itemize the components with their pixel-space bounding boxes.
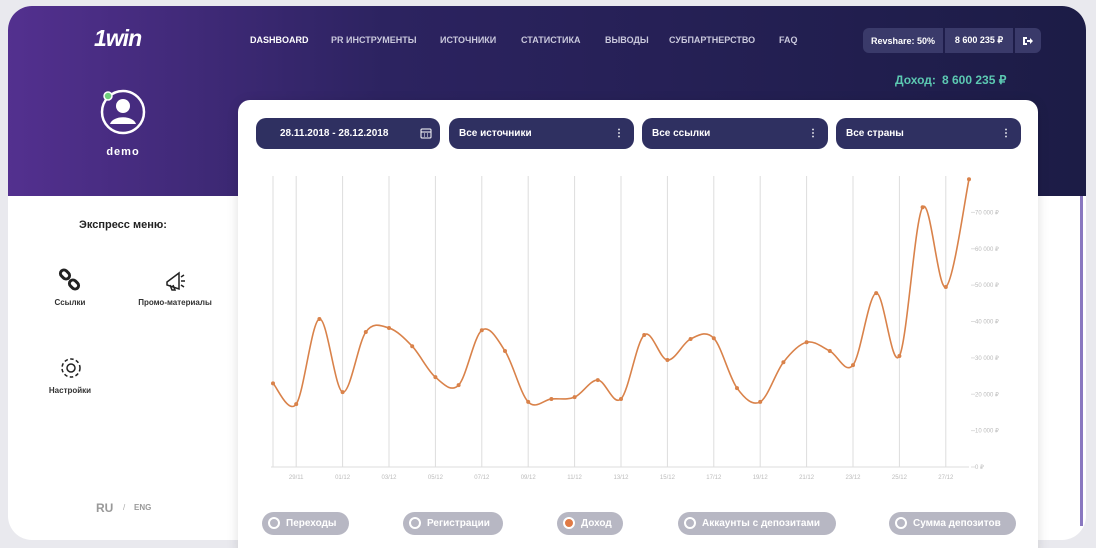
- promo-icon[interactable]: [163, 268, 187, 292]
- point: [688, 336, 693, 341]
- menu-item[interactable]: Ссылки: [54, 298, 86, 307]
- point: [340, 390, 345, 395]
- point: [735, 386, 739, 391]
- toggle[interactable]: Аккаунты с депозитами: [678, 512, 836, 535]
- x-tick-label: 17/12: [706, 475, 722, 481]
- nav-link[interactable]: ВЫВОДЫ: [605, 35, 649, 45]
- logout-button[interactable]: [1015, 28, 1041, 53]
- username: demo: [106, 146, 140, 158]
- calendar-icon: [420, 128, 432, 139]
- avatar[interactable]: [99, 88, 149, 138]
- x-tick-label: 25/12: [892, 475, 908, 481]
- x-tick-label: 05/12: [428, 475, 444, 481]
- y-tick-label: 30 000 ₽: [975, 355, 999, 362]
- point: [549, 396, 554, 401]
- toggle[interactable]: Регистрации: [403, 512, 503, 535]
- date-filter[interactable]: 28.11.2018 - 28.12.2018: [256, 118, 440, 149]
- point: [456, 383, 461, 388]
- filter-text: Все страны: [846, 128, 904, 139]
- point: [920, 205, 925, 210]
- x-tick-label: 11/12: [567, 475, 582, 481]
- revshare: Revshare: 50%: [863, 28, 943, 53]
- filter[interactable]: Все страны ⋮: [836, 118, 1021, 149]
- nav-link[interactable]: СТАТИСТИКА: [521, 35, 581, 45]
- logout-icon: [1023, 36, 1033, 45]
- filter[interactable]: Все источники ⋮: [449, 118, 634, 149]
- filter-text: Все источники: [459, 128, 532, 139]
- y-tick-label: 40 000 ₽: [975, 319, 999, 326]
- point: [595, 378, 600, 383]
- x-tick-label: 15/12: [660, 475, 676, 481]
- lang-active[interactable]: RU: [96, 501, 114, 515]
- nav-link[interactable]: СУБПАРТНЕРСТВО: [669, 35, 756, 45]
- menu-item[interactable]: Промо-материалы: [138, 298, 212, 307]
- x-tick-label: 01/12: [335, 475, 351, 481]
- x-tick-label: 19/12: [753, 475, 769, 481]
- toggle[interactable]: Доход: [557, 512, 623, 535]
- point: [503, 348, 507, 353]
- balance: 8 600 235 ₽: [945, 28, 1013, 53]
- y-tick-label: 70 000 ₽: [975, 209, 999, 216]
- menu-item[interactable]: Настройки: [48, 386, 92, 395]
- nav-link[interactable]: ИСТОЧНИКИ: [440, 35, 497, 45]
- links-icon[interactable]: [58, 268, 82, 292]
- point: [665, 358, 670, 363]
- point: [804, 340, 809, 345]
- filter[interactable]: Все ссылки ⋮: [642, 118, 828, 149]
- point: [827, 348, 832, 353]
- filter-text: 28.11.2018 - 28.12.2018: [280, 128, 389, 139]
- x-tick-label: 21/12: [799, 475, 815, 481]
- income-label: Доход:: [895, 73, 936, 87]
- x-tick-label: 27/12: [938, 475, 954, 481]
- express-menu-title: Экспресс меню:: [79, 219, 167, 231]
- point: [572, 395, 577, 400]
- point: [410, 344, 415, 349]
- y-tick-label: 10 000 ₽: [975, 428, 999, 435]
- point: [387, 326, 391, 331]
- point: [851, 363, 855, 368]
- point: [897, 354, 902, 359]
- point: [479, 328, 484, 333]
- toggle[interactable]: Сумма депозитов: [889, 512, 1016, 535]
- settings-icon[interactable]: [59, 356, 83, 380]
- scrollbar[interactable]: [1080, 196, 1083, 526]
- x-tick-label: 29/11: [289, 475, 304, 481]
- lang-other[interactable]: ENG: [134, 503, 152, 512]
- x-tick-label: 09/12: [521, 475, 537, 481]
- point: [271, 381, 275, 386]
- nav-link[interactable]: DASHBOARD: [250, 35, 309, 45]
- lang-separator: /: [123, 503, 126, 512]
- point: [363, 330, 368, 335]
- point: [943, 284, 948, 289]
- income-value: 8 600 235 ₽: [942, 73, 1007, 87]
- filter-text: Все ссылки: [652, 128, 711, 139]
- point: [619, 396, 623, 401]
- point: [294, 402, 299, 407]
- point: [433, 375, 438, 380]
- point: [874, 291, 879, 296]
- x-tick-label: 03/12: [381, 475, 397, 481]
- point: [781, 360, 786, 365]
- toggle[interactable]: Переходы: [262, 512, 349, 535]
- y-tick-label: 20 000 ₽: [975, 391, 999, 398]
- x-tick-label: 13/12: [613, 475, 629, 481]
- point: [711, 336, 716, 341]
- nav-link[interactable]: FAQ: [779, 35, 798, 45]
- point: [758, 399, 763, 404]
- point: [642, 332, 647, 337]
- point: [317, 316, 322, 321]
- stats-card: [238, 100, 1038, 548]
- nav-link[interactable]: PR ИНСТРУМЕНТЫ: [331, 35, 417, 45]
- y-tick-label: 60 000 ₽: [975, 246, 999, 253]
- point: [967, 177, 971, 182]
- y-tick-label: 50 000 ₽: [975, 282, 999, 289]
- x-tick-label: 23/12: [845, 475, 861, 481]
- chart: 0 ₽ 10 000 ₽ 20 000 ₽ 30 000 ₽ 40 000 ₽ 50 00…: [271, 176, 999, 481]
- x-tick-label: 07/12: [474, 475, 490, 481]
- logo[interactable]: 1win: [94, 25, 142, 51]
- point: [526, 399, 531, 404]
- y-tick-label: 0 ₽: [975, 464, 984, 471]
